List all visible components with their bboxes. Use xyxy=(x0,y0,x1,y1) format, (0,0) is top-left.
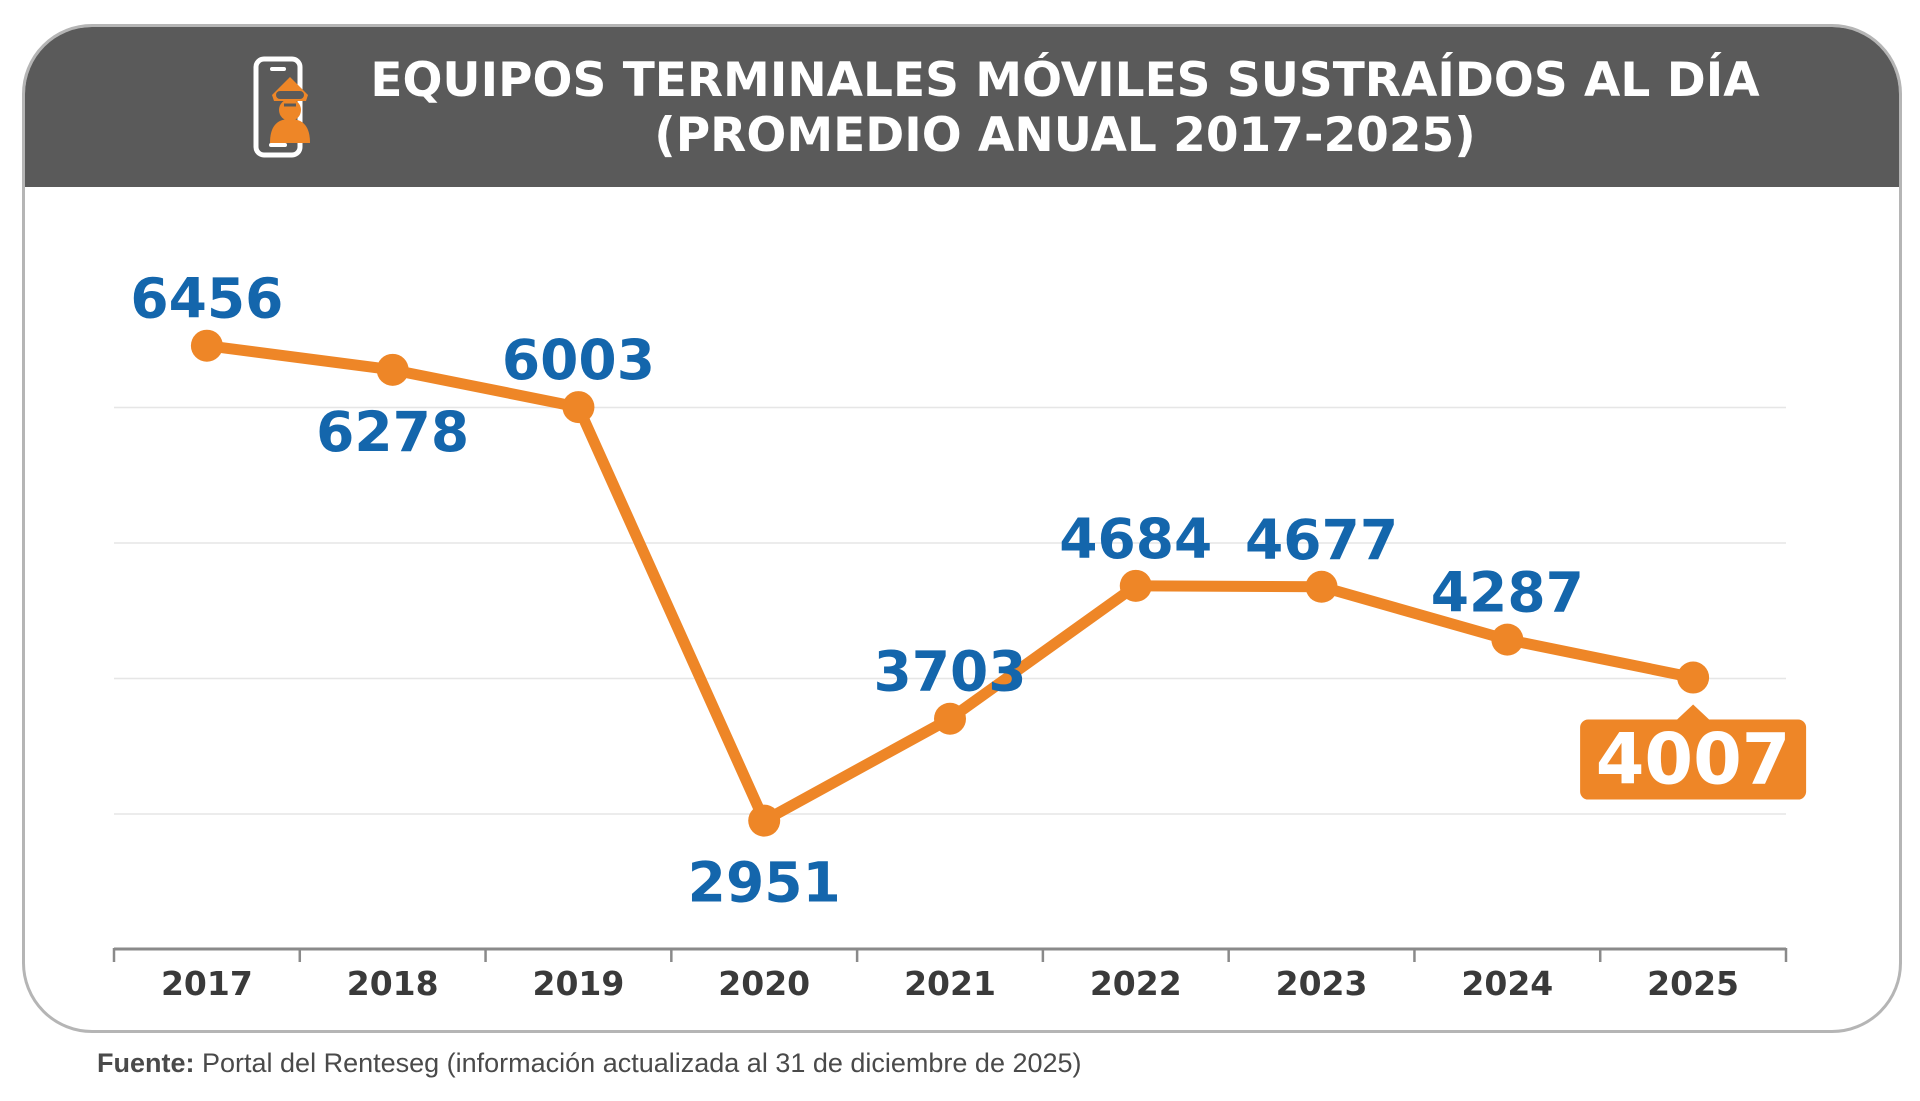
data-point xyxy=(1305,570,1338,603)
x-tick-label: 2024 xyxy=(1461,964,1553,1003)
source-label: Fuente: xyxy=(97,1048,195,1078)
highlight-badge xyxy=(1580,719,1807,800)
data-label: 4287 xyxy=(1431,561,1584,625)
x-tick-label: 2022 xyxy=(1090,964,1182,1003)
phone-thief-icon xyxy=(253,56,310,158)
chart-header: EQUIPOS TERMINALES MÓVILES SUSTRAÍDOS AL… xyxy=(25,27,1899,187)
data-label: 6456 xyxy=(130,267,283,331)
chart-title-line-1: EQUIPOS TERMINALES MÓVILES SUSTRAÍDOS AL… xyxy=(370,53,1760,108)
data-label: 6003 xyxy=(502,328,655,392)
data-point xyxy=(562,391,595,424)
chart-card: EQUIPOS TERMINALES MÓVILES SUSTRAÍDOS AL… xyxy=(22,24,1902,1033)
x-tick-label: 2019 xyxy=(533,964,625,1003)
data-point xyxy=(748,804,781,837)
data-point xyxy=(1677,661,1710,694)
data-label: 4677 xyxy=(1245,508,1398,572)
x-tick-label: 2021 xyxy=(904,964,996,1003)
data-label: 3703 xyxy=(873,640,1026,704)
chart-title-line-2: (PROMEDIO ANUAL 2017-2025) xyxy=(654,108,1476,163)
highlight-pointer xyxy=(1677,704,1710,720)
x-tick-label: 2020 xyxy=(718,964,810,1003)
data-point xyxy=(1119,569,1152,602)
source-text: Portal del Renteseg (información actuali… xyxy=(194,1048,1082,1078)
x-tick-label: 2023 xyxy=(1276,964,1368,1003)
data-point xyxy=(1491,623,1524,656)
data-label-highlight: 4007 xyxy=(1596,719,1791,801)
data-point xyxy=(376,353,409,386)
data-point xyxy=(190,329,223,362)
data-point xyxy=(934,702,966,735)
x-tick-label: 2017 xyxy=(161,964,253,1003)
x-tick-label: 2018 xyxy=(347,964,439,1003)
data-label: 6278 xyxy=(316,400,469,464)
data-label: 4684 xyxy=(1059,507,1212,571)
source-note: Fuente: Portal del Renteseg (información… xyxy=(97,1048,1082,1079)
x-tick-label: 2025 xyxy=(1647,964,1739,1003)
data-label: 2951 xyxy=(688,851,841,915)
